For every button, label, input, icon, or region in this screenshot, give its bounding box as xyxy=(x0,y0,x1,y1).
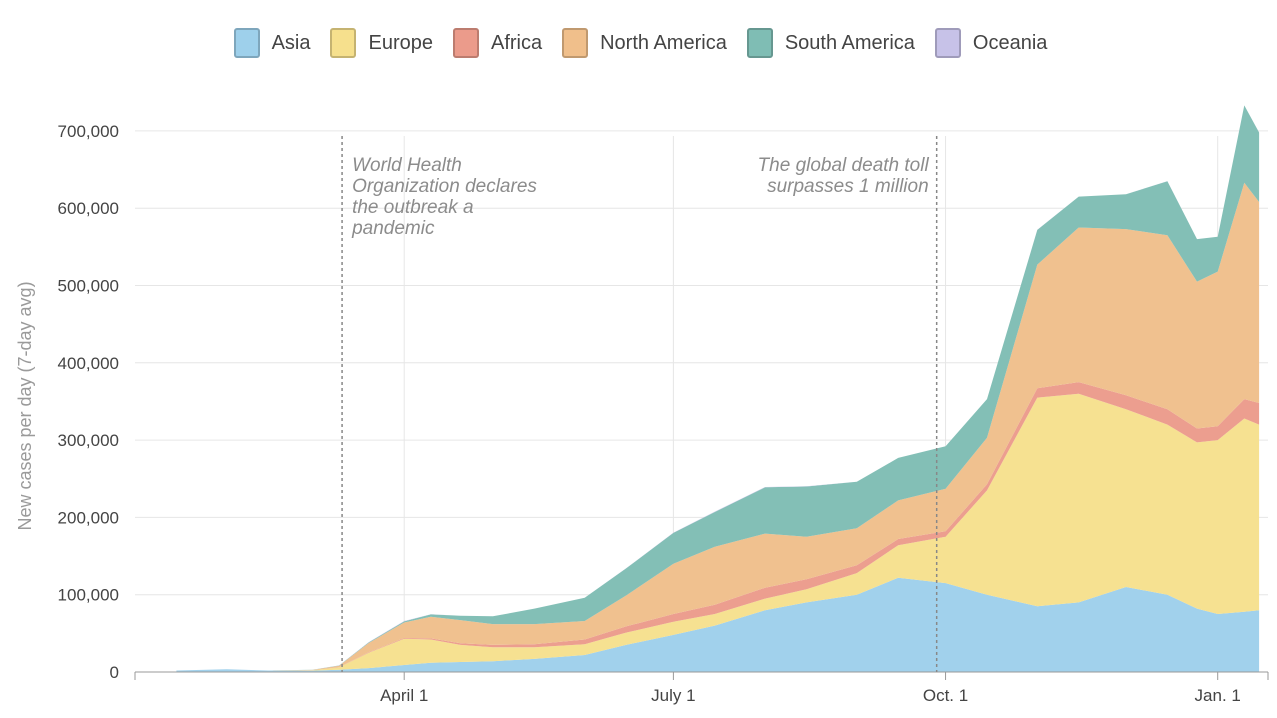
legend-item: South America xyxy=(746,28,915,58)
legend-item: Asia xyxy=(233,28,311,58)
y-tick-label: 100,000 xyxy=(58,586,119,605)
legend-item: North America xyxy=(562,28,727,58)
legend-swatch xyxy=(330,28,357,58)
y-tick-label: 0 xyxy=(110,663,119,682)
y-axis-label: New cases per day (7-day avg) xyxy=(15,281,35,530)
legend-label: South America xyxy=(784,31,915,54)
legend: Asia Europe Africa North America South Ameri… xyxy=(0,26,1277,60)
x-tick-label: Oct. 1 xyxy=(923,686,968,705)
annotation-text: The global death toll xyxy=(758,155,930,176)
legend-item: Europe xyxy=(330,28,433,58)
area-europe xyxy=(176,393,1260,671)
y-tick-label: 200,000 xyxy=(58,508,119,527)
legend-label: Europe xyxy=(368,31,433,54)
legend-item: Africa xyxy=(452,28,543,58)
y-tick-label: 700,000 xyxy=(58,122,119,141)
legend-swatch xyxy=(934,28,961,58)
legend-label: Asia xyxy=(271,31,311,54)
legend-item: Oceania xyxy=(934,28,1048,58)
x-tick-label: July 1 xyxy=(651,686,695,705)
y-tick-label: 600,000 xyxy=(58,199,119,218)
legend-label: Africa xyxy=(490,31,543,54)
legend-swatch xyxy=(233,28,260,58)
annotation-text: World Health xyxy=(352,155,462,176)
area-africa xyxy=(176,382,1260,671)
area-north-america xyxy=(176,182,1260,671)
legend-swatch xyxy=(452,28,479,58)
legend-label: North America xyxy=(600,31,727,54)
area-asia xyxy=(176,577,1260,672)
legend-swatch xyxy=(746,28,773,58)
annotation-text: pandemic xyxy=(351,218,435,239)
annotation-text: the outbreak a xyxy=(352,197,473,218)
annotation-text: Organization declares xyxy=(352,176,537,197)
y-tick-label: 400,000 xyxy=(58,354,119,373)
x-tick-label: Jan. 1 xyxy=(1195,686,1241,705)
legend-swatch xyxy=(562,28,589,58)
y-tick-label: 500,000 xyxy=(58,277,119,296)
annotation-text: surpasses 1 million xyxy=(767,176,929,197)
legend-label: Oceania xyxy=(972,31,1048,54)
x-tick-label: April 1 xyxy=(380,686,428,705)
y-tick-label: 300,000 xyxy=(58,431,119,450)
